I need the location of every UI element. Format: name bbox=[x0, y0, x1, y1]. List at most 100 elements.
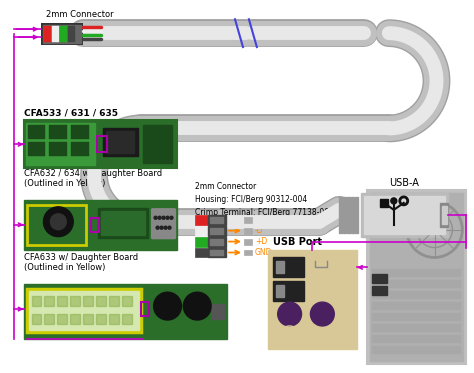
Bar bbox=[364, 196, 446, 233]
Bar bbox=[122, 314, 132, 324]
Circle shape bbox=[164, 226, 167, 229]
Bar bbox=[212, 304, 224, 319]
Bar bbox=[273, 281, 304, 301]
Bar bbox=[24, 284, 227, 339]
Bar bbox=[143, 125, 173, 163]
Bar bbox=[70, 314, 80, 324]
Bar bbox=[32, 314, 41, 324]
Bar bbox=[71, 142, 89, 156]
Text: USB Port: USB Port bbox=[273, 236, 322, 247]
Bar bbox=[372, 274, 387, 283]
Bar bbox=[96, 314, 106, 324]
Circle shape bbox=[158, 216, 161, 219]
Bar bbox=[141, 302, 149, 316]
Text: CFA632 / 634 w/ Daughter Board
(Outlined in Yellow): CFA632 / 634 w/ Daughter Board (Outlined… bbox=[24, 169, 162, 188]
Circle shape bbox=[44, 207, 73, 236]
Bar bbox=[24, 120, 177, 168]
Bar bbox=[210, 217, 223, 223]
Bar bbox=[49, 125, 67, 140]
Bar bbox=[106, 131, 134, 153]
Bar bbox=[372, 286, 387, 295]
Bar bbox=[367, 190, 466, 364]
Bar bbox=[53, 26, 59, 42]
Bar bbox=[442, 206, 447, 224]
Bar bbox=[122, 296, 132, 306]
Bar bbox=[347, 197, 350, 233]
Bar bbox=[195, 248, 208, 257]
Bar bbox=[208, 226, 226, 236]
Bar bbox=[44, 25, 81, 43]
Bar bbox=[372, 291, 461, 299]
Bar bbox=[372, 269, 461, 277]
Bar bbox=[372, 324, 461, 332]
Bar bbox=[27, 142, 46, 156]
Bar bbox=[372, 313, 461, 321]
Bar bbox=[195, 236, 208, 247]
Circle shape bbox=[154, 292, 182, 320]
Bar bbox=[210, 250, 223, 256]
Bar bbox=[210, 239, 223, 245]
Bar bbox=[101, 211, 145, 235]
Text: +5v: +5v bbox=[255, 215, 271, 224]
Bar bbox=[372, 346, 461, 354]
Bar bbox=[103, 128, 138, 156]
Bar bbox=[98, 208, 148, 238]
Bar bbox=[273, 257, 304, 277]
Circle shape bbox=[183, 292, 211, 320]
Text: 2mm Connector: 2mm Connector bbox=[46, 10, 114, 19]
Bar bbox=[28, 291, 139, 330]
FancyBboxPatch shape bbox=[152, 209, 175, 239]
Bar bbox=[339, 197, 342, 233]
Bar bbox=[355, 197, 358, 233]
Bar bbox=[91, 218, 99, 232]
Circle shape bbox=[154, 216, 157, 219]
Bar bbox=[109, 296, 119, 306]
Circle shape bbox=[310, 302, 334, 326]
Bar bbox=[24, 200, 177, 250]
Text: -D: -D bbox=[255, 226, 264, 235]
Bar bbox=[208, 236, 226, 247]
Bar bbox=[380, 199, 388, 207]
Circle shape bbox=[278, 302, 301, 326]
Bar bbox=[49, 142, 67, 156]
Bar bbox=[27, 205, 86, 245]
Bar bbox=[97, 137, 107, 152]
Bar bbox=[244, 250, 252, 256]
Bar bbox=[370, 193, 463, 361]
Bar bbox=[440, 203, 448, 227]
Bar bbox=[244, 239, 252, 245]
Bar bbox=[109, 314, 119, 324]
Bar bbox=[27, 125, 46, 140]
Bar bbox=[195, 215, 208, 225]
Text: +D: +D bbox=[255, 237, 267, 246]
Bar bbox=[96, 296, 106, 306]
Circle shape bbox=[50, 214, 66, 230]
Bar bbox=[361, 193, 448, 236]
Bar bbox=[26, 123, 95, 165]
Circle shape bbox=[168, 226, 171, 229]
Bar bbox=[195, 226, 208, 236]
Bar bbox=[57, 296, 67, 306]
Circle shape bbox=[160, 226, 163, 229]
Circle shape bbox=[156, 226, 159, 229]
Text: CFA533 / 631 / 635: CFA533 / 631 / 635 bbox=[24, 109, 118, 117]
Bar bbox=[372, 280, 461, 288]
Circle shape bbox=[170, 216, 173, 219]
Bar bbox=[45, 296, 55, 306]
Text: GND: GND bbox=[255, 248, 273, 257]
Text: CFA633 w/ Daughter Board
(Outlined in Yellow): CFA633 w/ Daughter Board (Outlined in Ye… bbox=[24, 253, 138, 272]
Bar bbox=[372, 302, 461, 310]
Bar bbox=[351, 197, 354, 233]
Bar bbox=[57, 314, 67, 324]
Text: USB-A: USB-A bbox=[389, 178, 419, 188]
Bar bbox=[276, 285, 283, 297]
Circle shape bbox=[162, 216, 165, 219]
Bar bbox=[70, 296, 80, 306]
Bar bbox=[244, 217, 252, 223]
Bar bbox=[210, 228, 223, 233]
Bar bbox=[208, 248, 226, 257]
Bar bbox=[60, 26, 67, 42]
Bar bbox=[68, 26, 75, 42]
Bar bbox=[268, 250, 357, 349]
Bar bbox=[343, 197, 346, 233]
